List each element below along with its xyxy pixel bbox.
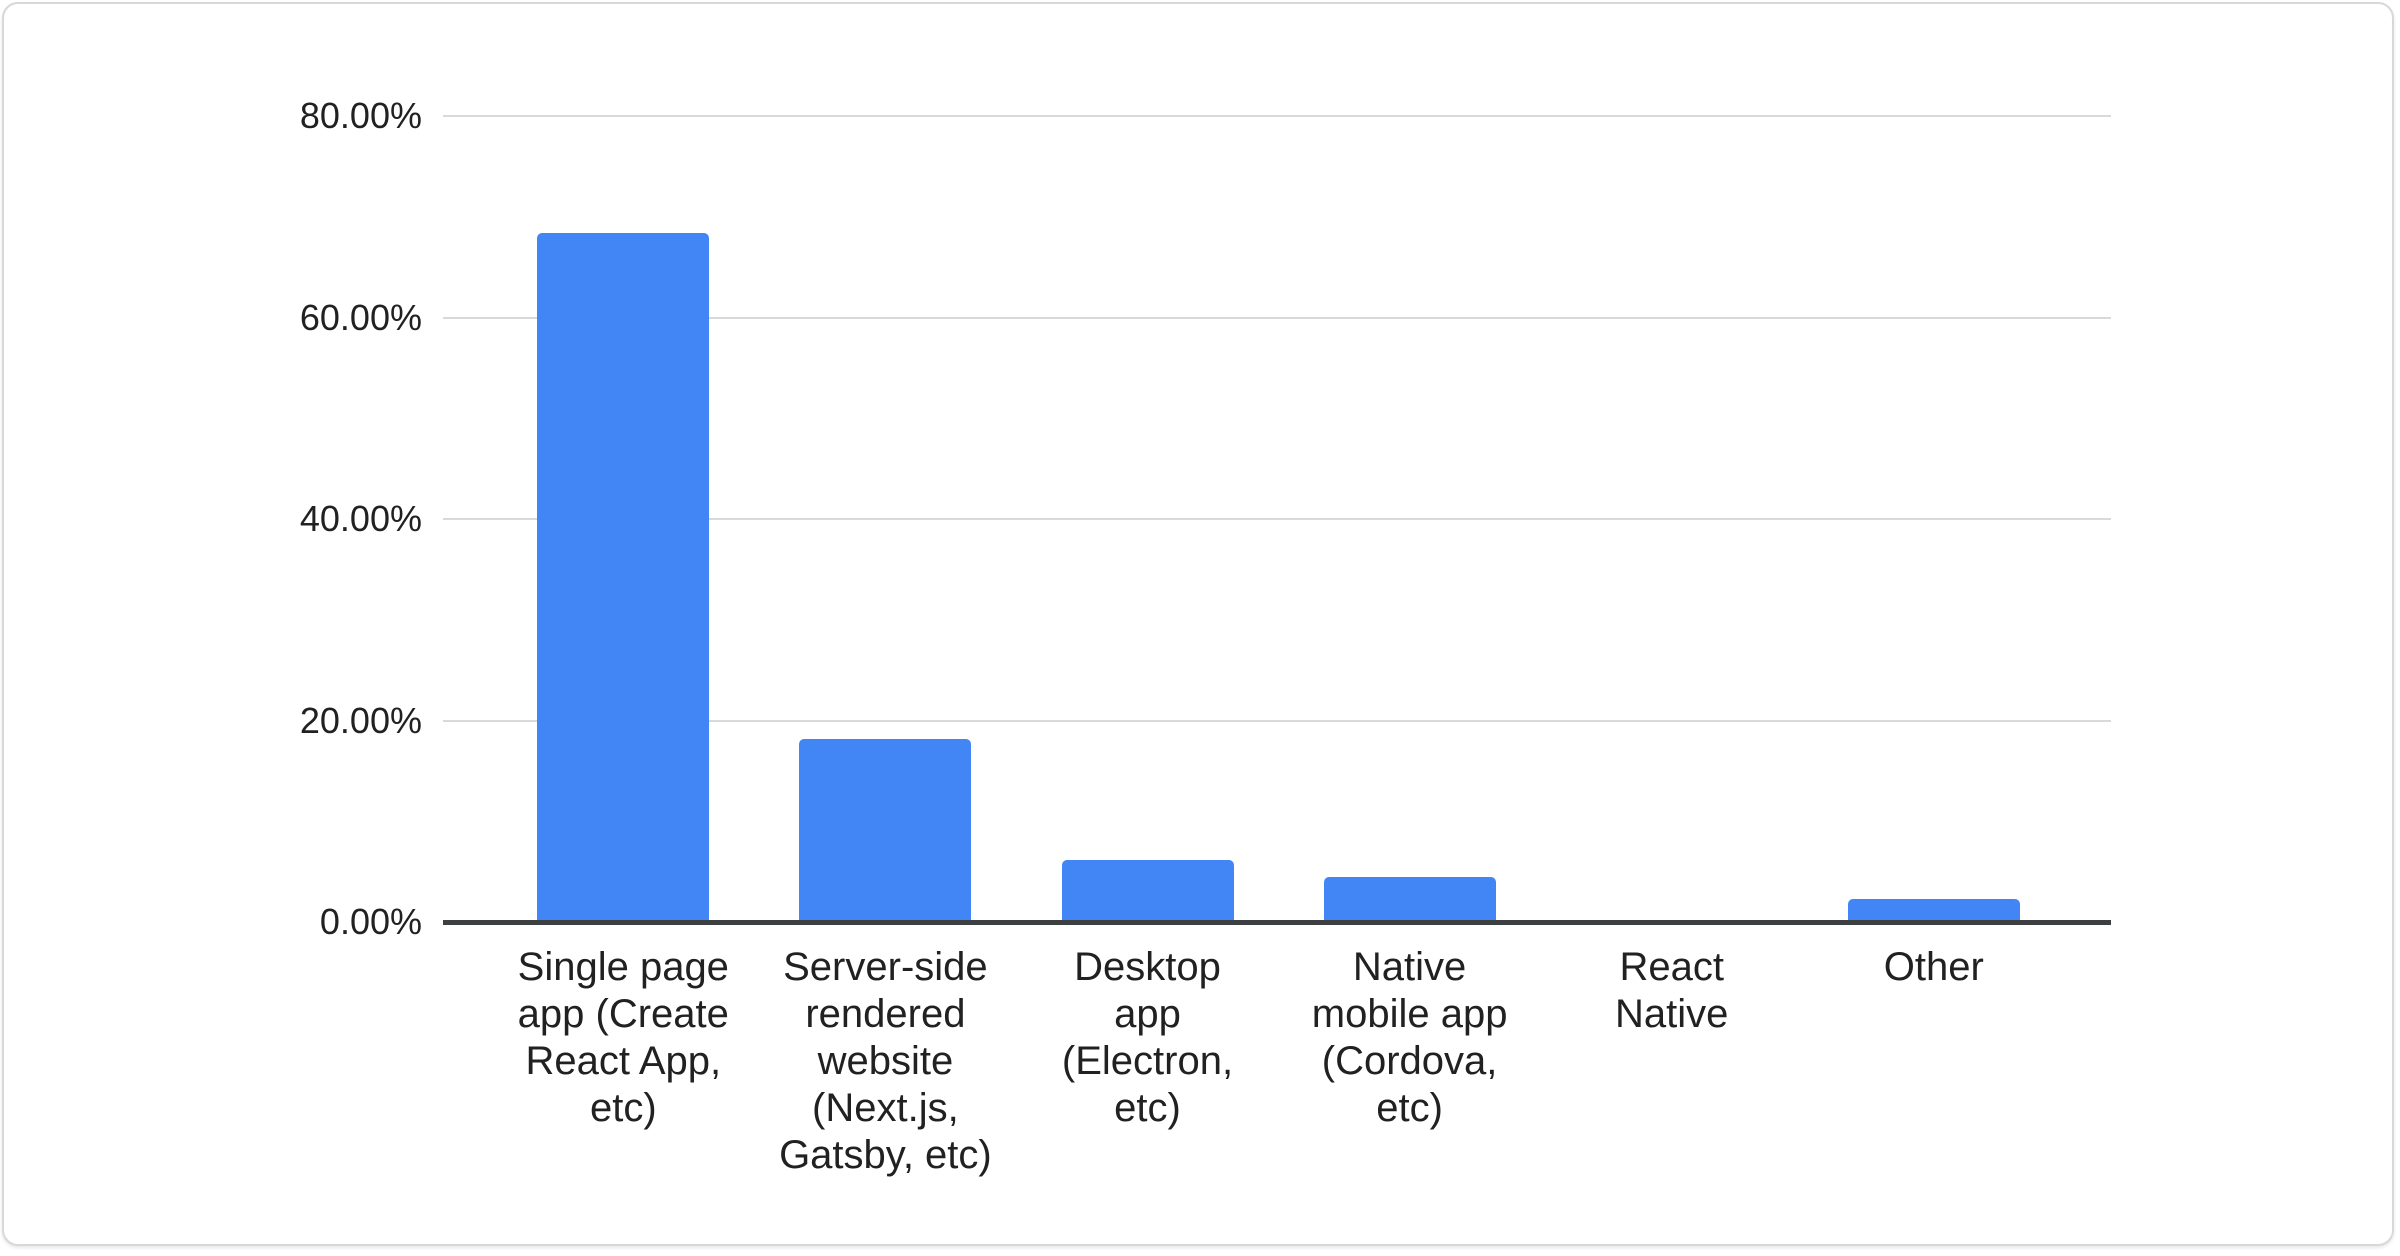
y-tick-label: 60.00% (299, 296, 422, 338)
x-category-label: React Native (1614, 945, 1729, 1036)
bar[interactable] (537, 232, 710, 922)
y-tick-label: 0.00% (319, 901, 422, 942)
bar[interactable] (1061, 859, 1234, 922)
bar[interactable] (1847, 898, 2020, 922)
x-category-label: Other (1883, 945, 1984, 989)
bar[interactable] (799, 738, 972, 922)
y-tick-label: 40.00% (299, 498, 422, 539)
bar[interactable] (1323, 876, 1496, 922)
x-category-label: Server-side rendered website (Next.js, G… (779, 945, 992, 1177)
x-category-label: Desktop app (Electron, etc) (1061, 945, 1234, 1130)
x-axis-line (443, 920, 2111, 925)
x-category-label: Single page app (Create React App, etc) (517, 945, 729, 1130)
x-category-label: Native mobile app (Cordova, etc) (1311, 945, 1508, 1130)
gridline (443, 719, 2111, 722)
gridline (443, 316, 2111, 319)
y-tick-label: 80.00% (299, 95, 422, 136)
gridline (443, 518, 2111, 520)
y-tick-label: 20.00% (299, 699, 422, 741)
gridline (443, 115, 2111, 117)
